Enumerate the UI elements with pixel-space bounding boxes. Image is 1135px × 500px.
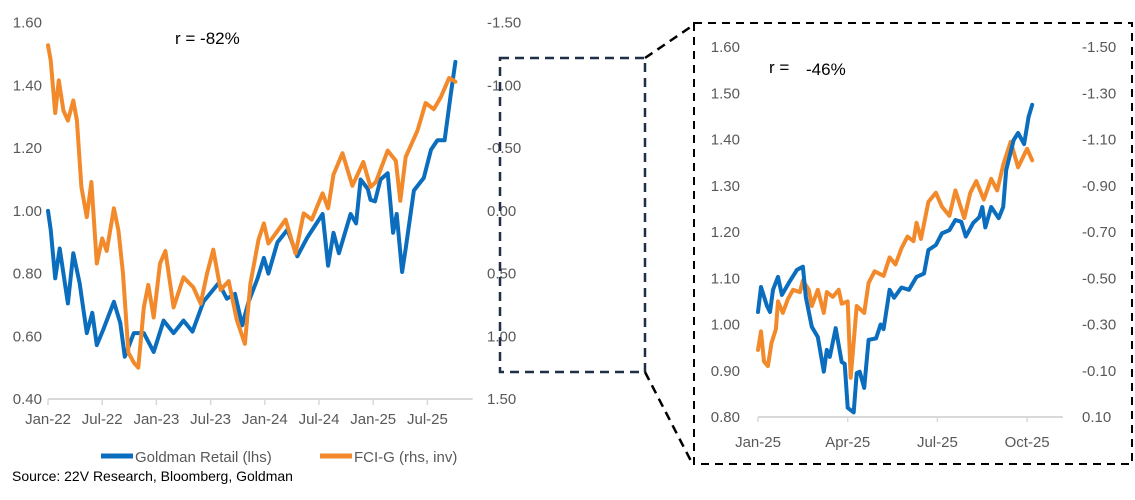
legend: Goldman Retail (lhs) FCI-G (rhs, inv) [101,449,457,466]
x-tick-label: Jul-25 [407,411,448,428]
x-tick-label: Jul-22 [82,411,123,428]
y-left-tick-label: 1.00 [711,317,740,334]
main-chart: Jan-22 Jul-22 Jan-23 Jul-23 Jan-24 Jul-24 Jan-… [13,15,521,428]
x-tick-label: Jul-25 [917,434,958,451]
y-right-tick-label: -1.50 [487,15,521,32]
y-right-tick-label: -0.50 [487,140,521,157]
y-right-tick-label: 1.50 [487,391,516,408]
y-left-tick-label: 0.80 [711,409,740,426]
y-right-tick-label: -1.00 [487,77,521,94]
y-right-tick-label: 0.00 [487,203,516,220]
source-note: Source: 22V Research, Bloomberg, Goldman [12,468,293,484]
main-correlation-label: r = -82% [175,29,240,48]
y-right-tick-label: -0.30 [1082,317,1116,334]
y-right-tick-label: -0.50 [1082,270,1116,287]
series-goldman-retail-line [46,59,458,359]
y-left-tick-label: 1.00 [13,203,42,220]
x-tick-label: Jan-23 [133,411,179,428]
y-left-tick-label: 0.60 [13,328,42,345]
y-left-tick-label: 1.60 [711,39,740,56]
series-goldman-retail-line [756,102,1035,415]
x-tick-label: Jan-22 [25,411,71,428]
series-fci-g-line [46,43,458,370]
y-right-tick-label: 1.00 [487,328,516,345]
y-left-tick-label: 1.60 [13,15,42,32]
x-tick-label: Jan-25 [735,434,781,451]
legend-label-retail: Goldman Retail (lhs) [135,449,272,466]
y-left-tick-label: 1.50 [711,85,740,102]
x-tick-label: Jul-24 [299,411,340,428]
y-left-tick-label: 1.10 [711,270,740,287]
y-left-tick-label: 0.40 [13,391,42,408]
y-left-tick-label: 1.40 [711,132,740,149]
y-right-tick-label: 0.50 [487,266,516,283]
y-right-tick-label: -1.30 [1082,85,1116,102]
y-right-tick-label: 0.10 [1082,409,1111,426]
inset-frame [693,22,1133,465]
zoom-connector-top [644,24,693,60]
inset-correlation-label: r = [769,58,789,77]
y-right-tick-label: -0.70 [1082,224,1116,241]
x-tick-label: Jan-25 [350,411,396,428]
y-right-tick-label: -0.10 [1082,363,1116,380]
y-left-tick-label: 1.30 [711,178,740,195]
y-left-tick-label: 1.40 [13,77,42,94]
x-tick-label: Oct-25 [1005,434,1050,451]
legend-label-fci: FCI-G (rhs, inv) [354,449,457,466]
y-right-tick-label: -1.50 [1082,39,1116,56]
x-tick-label: Jan-24 [242,411,288,428]
series-fci-g-line [756,139,1035,380]
y-left-tick-label: 1.20 [13,140,42,157]
zoom-connector-bottom [643,371,694,464]
inset-chart: Jan-25 Apr-25 Jul-25 Oct-25 0.80 0.90 1.00 1.10… [711,39,1116,451]
y-left-tick-label: 0.80 [13,266,42,283]
inset-correlation-value: -46% [806,60,846,79]
y-left-tick-label: 1.20 [711,224,740,241]
y-right-tick-label: -0.90 [1082,178,1116,195]
x-tick-label: Jul-23 [190,411,231,428]
y-left-tick-label: 0.90 [711,363,740,380]
zoom-highlight-box [498,56,647,374]
y-right-tick-label: -1.10 [1082,132,1116,149]
x-tick-label: Apr-25 [825,434,870,451]
